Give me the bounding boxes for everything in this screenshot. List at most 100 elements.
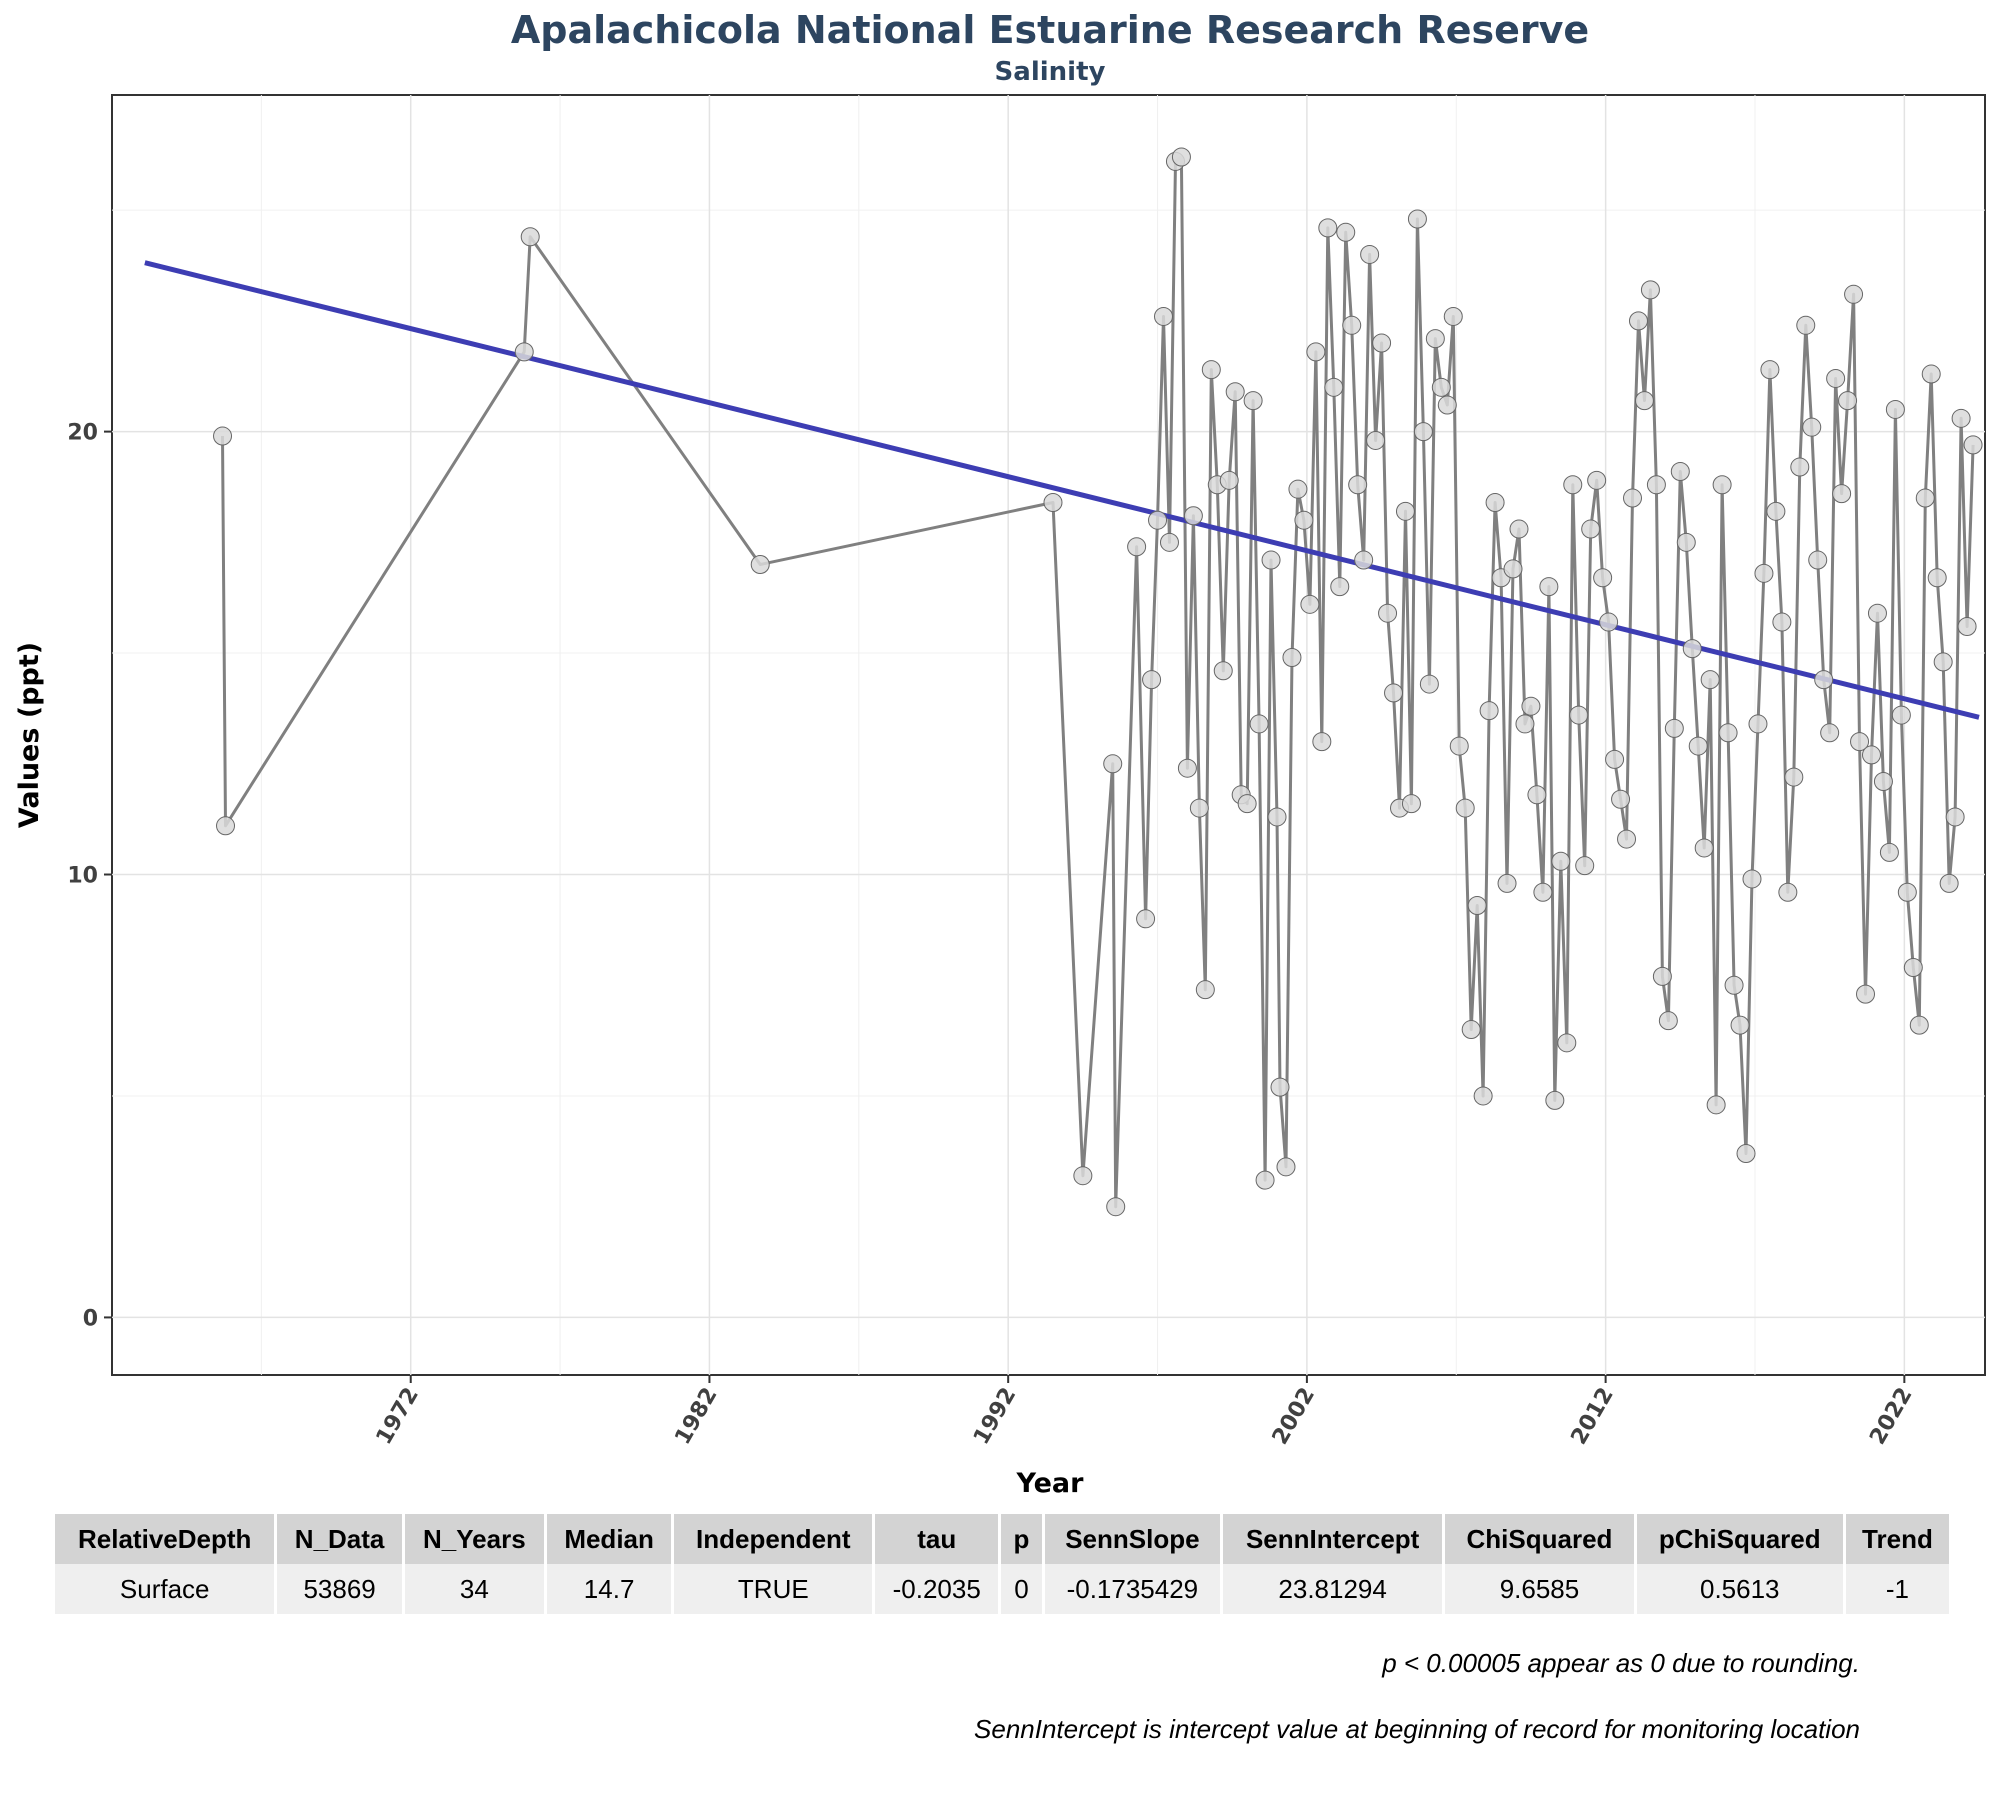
data-point: [1455, 798, 1475, 818]
data-point: [1808, 550, 1828, 570]
data-point: [1267, 807, 1287, 827]
data-point: [1850, 732, 1870, 752]
data-point: [1599, 612, 1619, 632]
data-point: [1963, 435, 1983, 455]
data-point: [1282, 647, 1302, 667]
data-point: [1736, 1144, 1756, 1164]
footnote-rounding: p < 0.00005 appear as 0 due to rounding.: [1382, 1648, 1860, 1678]
data-point: [1867, 603, 1887, 623]
data-point: [1533, 882, 1553, 902]
data-point: [1796, 315, 1816, 335]
table-cell: -0.1735429: [1044, 1564, 1220, 1614]
data-point: [1856, 984, 1876, 1004]
data-point: [1670, 461, 1690, 481]
data-point: [1395, 501, 1415, 521]
data-point: [1873, 772, 1893, 792]
data-point: [1342, 315, 1362, 335]
footnotes: p < 0.00005 appear as 0 due to rounding.…: [960, 1645, 1860, 1777]
data-point: [1802, 417, 1822, 437]
y-tick-label: 10: [67, 864, 98, 889]
data-point: [1154, 306, 1174, 326]
table-header-cell: SennSlope: [1044, 1514, 1220, 1564]
data-point: [1623, 488, 1643, 508]
data-point: [1891, 705, 1911, 725]
plot-panel: [111, 94, 1986, 1376]
y-tick-label: 20: [67, 421, 98, 446]
data-point: [1646, 475, 1666, 495]
data-point: [1742, 869, 1762, 889]
data-point: [1306, 342, 1326, 362]
data-point: [1694, 838, 1714, 858]
data-point: [1569, 705, 1589, 725]
data-point: [1201, 360, 1221, 380]
data-point: [1593, 568, 1613, 588]
data-point: [1288, 479, 1308, 499]
data-point: [1437, 395, 1457, 415]
data-point: [1372, 333, 1392, 353]
data-point: [1521, 696, 1541, 716]
data-point: [1844, 284, 1864, 304]
data-point: [1754, 563, 1774, 583]
data-point: [1718, 723, 1738, 743]
data-point: [1814, 670, 1834, 690]
data-point: [1778, 882, 1798, 902]
data-point: [750, 554, 770, 574]
table-cell: 23.81294: [1222, 1564, 1443, 1614]
data-point: [1127, 537, 1147, 557]
data-point: [1360, 244, 1380, 264]
x-tick-label: 1972: [372, 1384, 424, 1450]
data-point: [1652, 966, 1672, 986]
table-header-cell: Independent: [674, 1514, 873, 1564]
data-point: [1790, 457, 1810, 477]
table-row: Surface 53869 34 14.7 TRUE -0.2035 0 -0.1735429…: [55, 1564, 1949, 1614]
data-point: [1324, 377, 1344, 397]
data-point: [1243, 391, 1263, 411]
data-point: [1401, 794, 1421, 814]
data-point: [1730, 1015, 1750, 1035]
data-point: [1605, 749, 1625, 769]
trend-line: [144, 260, 1980, 720]
data-point: [1933, 652, 1953, 672]
data-point: [1772, 612, 1792, 632]
data-point: [1255, 1170, 1275, 1190]
data-point: [1951, 408, 1971, 428]
data-point: [1312, 732, 1332, 752]
data-point: [1159, 532, 1179, 552]
table-body: Surface 53869 34 14.7 TRUE -0.2035 0 -0.1735429…: [55, 1564, 1949, 1614]
data-point: [1503, 559, 1523, 579]
chart-subtitle: Salinity: [995, 57, 1106, 87]
data-point: [1957, 616, 1977, 636]
data-point: [1189, 798, 1209, 818]
data-point: [1539, 577, 1559, 597]
series-points: [213, 147, 1983, 1217]
table-cell: TRUE: [674, 1564, 873, 1614]
data-point: [1921, 364, 1941, 384]
data-point: [1664, 718, 1684, 738]
data-point: [1915, 488, 1935, 508]
data-point: [1378, 603, 1398, 623]
data-point: [1300, 594, 1320, 614]
data-point: [1879, 842, 1899, 862]
data-point: [1183, 506, 1203, 526]
data-point: [1148, 510, 1168, 530]
table-header-cell: SennIntercept: [1222, 1514, 1443, 1564]
x-axis-ticks: 1972 1982 1992 2002 2012 2022: [372, 1375, 1918, 1449]
data-point: [520, 227, 540, 247]
table-header-row: RelativeDepth N_Data N_Years Median Independ…: [55, 1514, 1949, 1564]
data-point: [1106, 1197, 1126, 1217]
data-point: [1617, 829, 1637, 849]
data-point: [1249, 714, 1269, 734]
data-point: [1425, 329, 1445, 349]
data-point: [1682, 639, 1702, 659]
data-point: [1509, 519, 1529, 539]
trend-line-group: [144, 260, 1980, 720]
data-point: [1838, 391, 1858, 411]
footnote-intercept: SennIntercept is intercept value at begi…: [974, 1714, 1860, 1744]
table-cell: -1: [1845, 1564, 1949, 1614]
data-point: [1413, 422, 1433, 442]
y-axis-ticks: 0 10 20: [67, 421, 112, 1331]
data-point: [1177, 758, 1197, 778]
data-point: [1724, 975, 1744, 995]
data-point: [1103, 754, 1123, 774]
data-point: [1939, 873, 1959, 893]
